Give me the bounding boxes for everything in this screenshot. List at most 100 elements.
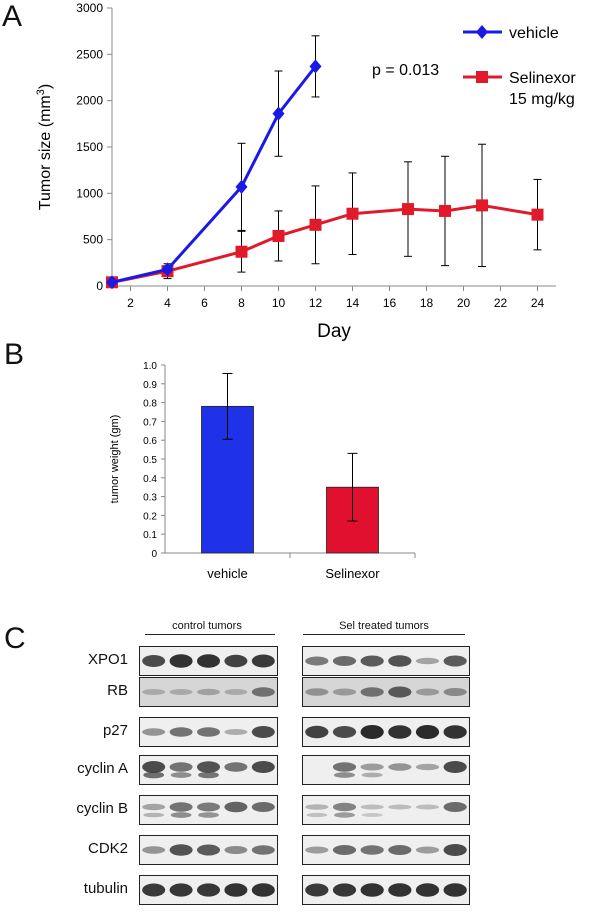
- blot-image: [305, 883, 467, 897]
- blot-band: [443, 802, 467, 812]
- blot-band-lower: [170, 812, 192, 818]
- blot-band: [169, 802, 193, 812]
- selinexor-point: [235, 245, 248, 258]
- x-tick-label: 18: [420, 296, 434, 310]
- blot-band: [415, 763, 440, 771]
- blot-band-lower: [306, 812, 328, 818]
- blot-band-lower: [198, 771, 219, 779]
- blot-band: [305, 656, 329, 666]
- y-tick-label: 0.2: [143, 511, 157, 522]
- blot-band-lower: [170, 772, 192, 778]
- blot-band: [332, 845, 357, 855]
- blot-image: [305, 844, 467, 856]
- selinexor-point: [346, 207, 359, 220]
- y-axis-title: tumor weight (gm): [109, 415, 121, 504]
- y-tick-label: 1000: [76, 186, 103, 200]
- blot-image: [305, 686, 467, 698]
- blot-band: [142, 728, 166, 736]
- y-tick-label: 0.4: [143, 474, 157, 485]
- blot-image: [142, 883, 275, 897]
- blot-band: [360, 804, 384, 810]
- blot-treated-p27: [302, 717, 470, 747]
- blot-band: [443, 844, 467, 856]
- blot-control-tubulin: [139, 875, 278, 905]
- x-tick-label: 2: [127, 296, 134, 310]
- y-tick-label: 500: [83, 233, 103, 247]
- blot-band: [196, 802, 221, 812]
- blot-image: [305, 802, 467, 818]
- blot-band-lower: [143, 812, 165, 818]
- blot-band: [251, 883, 275, 897]
- blot-label-cyclin-a: cyclin A: [77, 760, 128, 777]
- blot-image: [305, 655, 467, 667]
- blot-control-xpo1: [139, 646, 278, 676]
- blot-label-p27: p27: [102, 722, 128, 739]
- vehicle-point: [309, 59, 322, 74]
- category-label: vehicle: [207, 566, 247, 581]
- blot-band: [305, 804, 329, 810]
- blot-band: [332, 762, 357, 772]
- p-value-annotation: p = 0.013: [372, 62, 439, 79]
- blot-band: [360, 763, 384, 771]
- blot-band: [388, 845, 412, 855]
- blot-band: [142, 846, 166, 854]
- blot-band: [224, 729, 248, 735]
- blot-band: [332, 688, 357, 696]
- blot-band: [251, 845, 275, 855]
- x-tick-label: 4: [164, 296, 171, 310]
- blot-band: [305, 725, 329, 739]
- x-tick-label: 22: [494, 296, 508, 310]
- blot-band: [388, 655, 412, 667]
- y-tick-label: 3000: [76, 1, 103, 15]
- blot-band: [443, 688, 467, 696]
- blot-band-lower: [361, 813, 383, 817]
- selinexor-point: [272, 229, 285, 242]
- selinexor-point: [402, 203, 414, 216]
- blot-band: [169, 883, 193, 897]
- blot-band: [388, 725, 412, 739]
- blot-control-rb: [139, 677, 278, 707]
- treated-group-line: [303, 634, 465, 635]
- blot-band: [196, 883, 221, 897]
- blot-band: [332, 802, 357, 812]
- blot-band: [142, 803, 166, 811]
- blot-treated-xpo1: [302, 646, 470, 676]
- x-tick-label: 8: [238, 296, 245, 310]
- blot-band: [196, 654, 221, 668]
- blot-band-lower: [333, 812, 356, 818]
- vehicle-point: [106, 275, 118, 290]
- blot-band-lower: [198, 812, 219, 818]
- vehicle-point: [161, 262, 174, 277]
- y-tick-label: 0.8: [143, 399, 157, 410]
- blot-band: [224, 883, 248, 897]
- blot-image: [305, 725, 467, 739]
- blot-image: [142, 844, 275, 856]
- blot-band: [224, 762, 248, 772]
- blot-band: [415, 804, 440, 810]
- blot-band: [169, 844, 193, 856]
- blot-band: [360, 687, 384, 697]
- western-blot-panel: control tumors Sel treated tumors XPO1 RB…: [0, 615, 600, 913]
- x-tick-label: 24: [531, 296, 545, 310]
- y-tick-label: 0.5: [143, 455, 157, 466]
- blot-treated-rb: [302, 677, 470, 707]
- blot-control-cdk2: [139, 835, 278, 865]
- y-tick-label: 1.0: [143, 361, 157, 372]
- selinexor-point: [309, 218, 322, 231]
- blot-image: [142, 761, 275, 779]
- selinexor-point: [439, 204, 451, 217]
- blot-label-tubulin: tubulin: [83, 880, 128, 897]
- vehicle-series-line: [111, 65, 317, 284]
- blot-label-xpo1: XPO1: [87, 651, 128, 668]
- blot-band: [251, 687, 275, 697]
- blot-band: [388, 883, 412, 897]
- blot-band: [305, 883, 329, 897]
- blot-band: [142, 883, 166, 897]
- blot-treated-cyclin-b: [302, 795, 470, 825]
- panel-letter-a: A: [2, 0, 23, 33]
- x-tick-label: 12: [309, 296, 323, 310]
- blot-band: [169, 762, 193, 772]
- blot-band: [332, 883, 357, 897]
- blot-band: [224, 689, 248, 695]
- control-group-label: control tumors: [172, 620, 242, 632]
